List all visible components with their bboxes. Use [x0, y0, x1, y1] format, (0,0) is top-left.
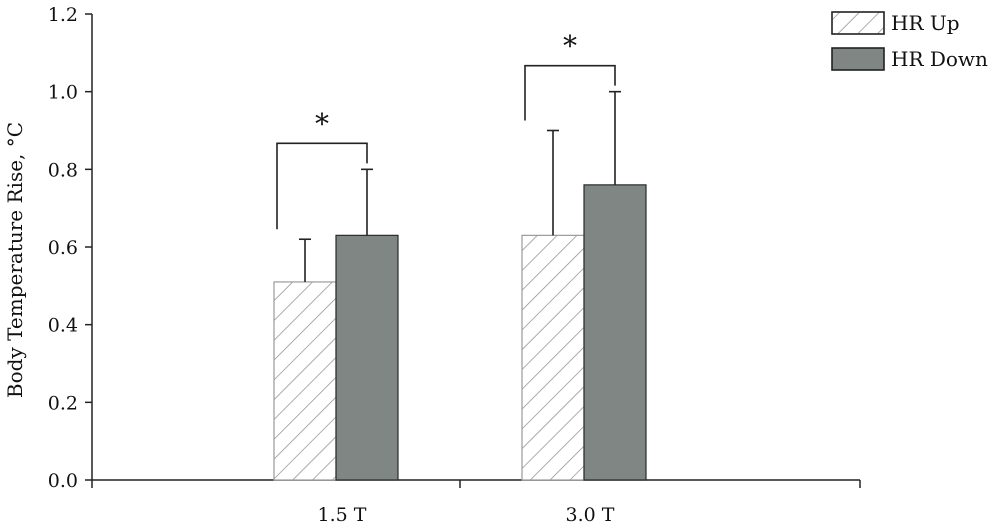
x-category-label: 3.0 T — [566, 504, 615, 526]
legend: HR Up HR Down — [831, 11, 988, 71]
significance-star: * — [563, 30, 577, 63]
x-category-label: 1.5 T — [318, 504, 367, 526]
error-bars — [299, 90, 621, 282]
legend-label: HR Up — [891, 11, 960, 35]
bar-hr-up — [521, 234, 585, 481]
significance-bracket — [524, 64, 616, 121]
y-tick-label: 0.2 — [48, 392, 78, 414]
bar-hr-down — [583, 184, 647, 481]
legend-label: HR Down — [891, 47, 988, 71]
legend-swatch — [831, 47, 885, 71]
significance-star: * — [315, 107, 329, 140]
significance-markers: ** — [276, 30, 616, 230]
y-tick-label: 0.0 — [48, 470, 78, 492]
y-tick-label: 0.8 — [48, 159, 78, 181]
legend-swatch — [831, 11, 885, 35]
bars — [273, 184, 647, 481]
y-tick-label: 0.4 — [48, 315, 78, 337]
significance-bracket — [276, 142, 368, 230]
bar-hr-up — [273, 281, 337, 481]
y-tick-label: 0.6 — [48, 237, 78, 259]
y-axis-title: Body Temperature Rise, °C — [3, 122, 27, 398]
bar-hr-down — [335, 234, 399, 481]
y-tick-label: 1.2 — [48, 4, 78, 26]
y-tick-label: 1.0 — [48, 82, 78, 104]
axes: 0.0 0.2 0.4 0.6 0.8 1.0 1.2 1.5 T 3.0 T — [48, 4, 861, 526]
